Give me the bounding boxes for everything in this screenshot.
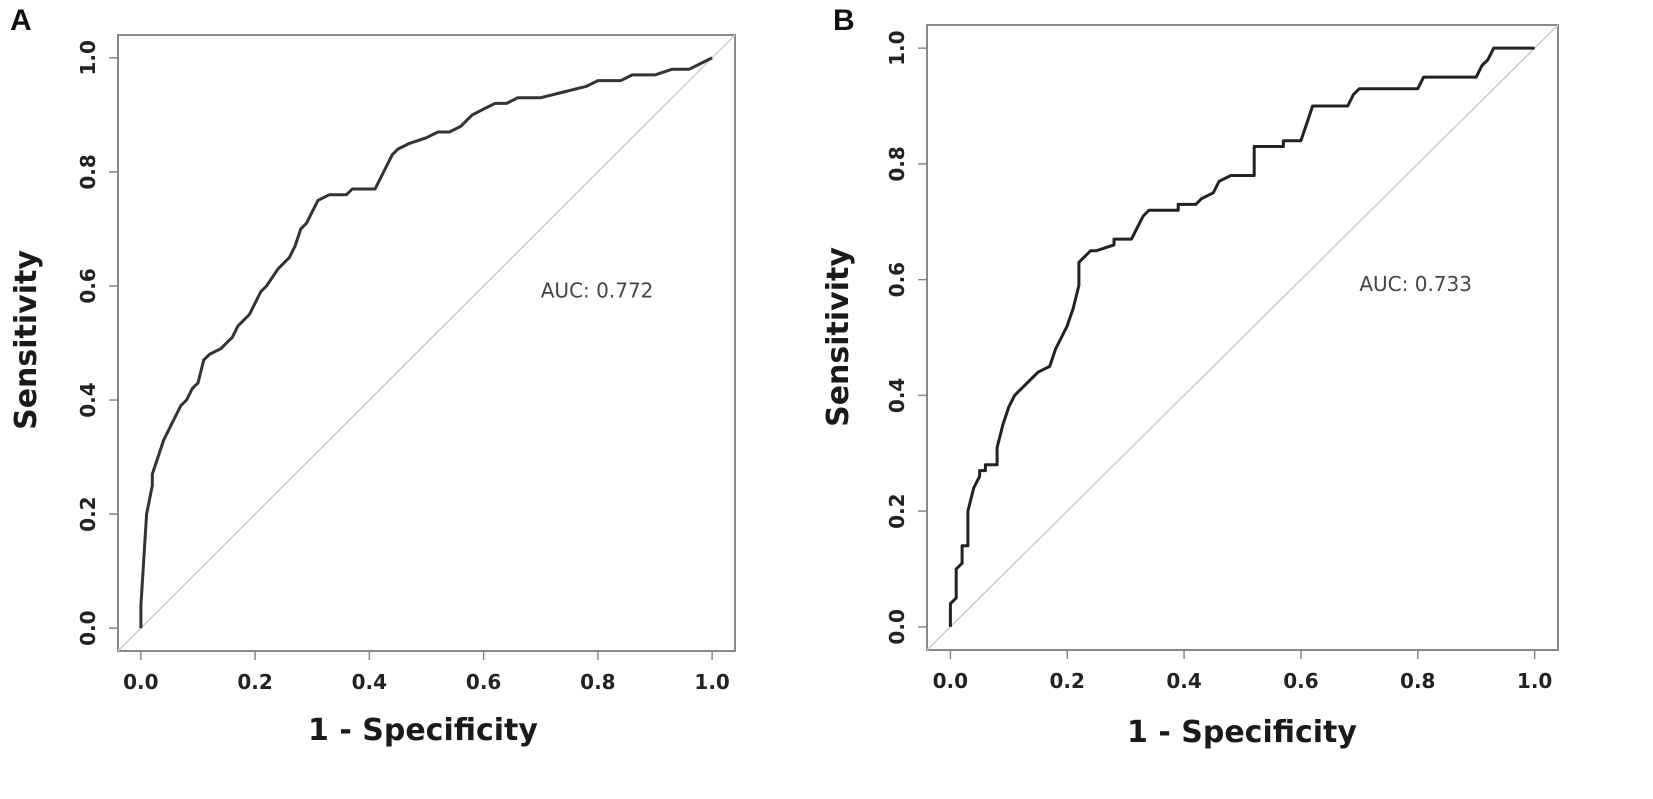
- panel-a: A 0.0 0.2 0.4 0.6 0.8 1.0 0.00.20.40.60.81.0 …: [9, 4, 736, 748]
- y-tick-label: 0.4: [885, 378, 909, 413]
- x-tick-label: 0.4: [1166, 669, 1201, 693]
- panel-b-x-ticks: 0.0 0.2 0.4 0.6 0.8 1.0: [933, 650, 1552, 693]
- y-tick-label: 0.2: [885, 493, 909, 528]
- x-tick-label: 1.0: [1517, 669, 1552, 693]
- panel-b-x-axis-title: 1 - Specificity: [1127, 715, 1357, 750]
- y-tick-label: 0.6: [76, 268, 100, 303]
- y-tick-label: 1.0: [76, 40, 100, 75]
- panel-b-auc-label: AUC: 0.733: [1359, 272, 1472, 296]
- y-tick-label: 0.8: [885, 146, 909, 181]
- panel-b-roc-curve: [948, 46, 1535, 627]
- panel-a-x-ticks: 0.0 0.2 0.4 0.6 0.8 1.0: [123, 651, 730, 694]
- y-tick-label: 0.2: [76, 496, 100, 531]
- panel-b-diagonal-reference-line: [926, 24, 1559, 651]
- y-tick-label: 0.6: [885, 262, 909, 297]
- panel-b-y-ticks: 0.0 0.2 0.4 0.6 0.8 1.0: [885, 30, 927, 645]
- y-tick-label: 0.0: [885, 609, 909, 644]
- y-tick-label: 1.0: [885, 30, 909, 65]
- y-tick-label: 0.0: [76, 610, 100, 645]
- panel-b-y-axis-title: Sensitivity: [821, 247, 856, 427]
- y-tick-label: 0.4: [76, 382, 100, 417]
- x-tick-label: 0.6: [1283, 669, 1318, 693]
- y-tick-label: 0.8: [76, 154, 100, 189]
- panel-a-plot-frame: [117, 34, 736, 652]
- x-tick-label: 0.0: [123, 670, 158, 694]
- panel-a-y-axis-title: Sensitivity: [9, 250, 44, 430]
- panel-b-letter: B: [833, 4, 855, 37]
- x-tick-label: 0.2: [1050, 669, 1085, 693]
- panel-b-plot-frame: [926, 24, 1559, 651]
- panel-a-roc-curve: [139, 56, 713, 629]
- panel-a-auc-label: AUC: 0.772: [541, 278, 654, 302]
- panel-a-x-axis-title: 1 - Specificity: [308, 713, 538, 748]
- panel-a-y-ticks: 0.0 0.2 0.4 0.6 0.8 1.0: [76, 40, 118, 646]
- x-tick-label: 1.0: [694, 670, 729, 694]
- x-tick-label: 0.0: [933, 669, 968, 693]
- x-tick-label: 0.2: [237, 670, 272, 694]
- x-tick-label: 0.8: [580, 670, 615, 694]
- x-tick-label: 0.6: [466, 670, 501, 694]
- panel-a-diagonal-reference-line: [117, 34, 736, 652]
- x-tick-label: 0.8: [1400, 669, 1435, 693]
- panel-a-letter: A: [10, 4, 32, 37]
- x-tick-label: 0.4: [352, 670, 387, 694]
- panel-b: B 0.0 0.2 0.4 0.6 0.8 1.0 0.00.20.40.60.81.0 …: [821, 4, 1559, 750]
